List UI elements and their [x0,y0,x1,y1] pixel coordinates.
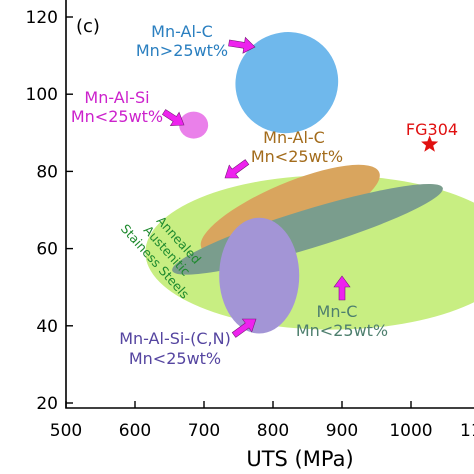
x-axis-title: UTS (MPa) [246,447,353,471]
arrow-mn-al-si [161,109,185,127]
label-mn-al-c-lt25-line2: Mn<25wt% [251,147,343,166]
panel-label: (c) [76,16,100,37]
arrow-mn-al-c-gt25 [228,36,256,54]
label-mn-al-c-gt25-line1: Mn-Al-C [151,22,213,41]
x-tick-label: 1000 [389,421,432,441]
y-tick-label: 20 [36,394,58,414]
label-mn-al-si-line2: Mn<25wt% [71,107,163,126]
label-mn-al-si-line1: Mn-Al-Si [84,88,149,107]
region-mn-al-si-lt25 [179,111,209,139]
region-mn-al-c-gt25 [235,32,339,134]
fg304-star-marker [421,135,439,152]
x-tick-label: 600 [119,421,151,441]
x-tick-label: 500 [50,421,82,441]
y-tick-label: 80 [36,162,58,182]
x-tick-label: 11 [460,421,474,441]
y-tick-label: 120 [26,8,58,28]
region-mn-al-si-cn-lt25 [219,217,300,334]
arrow-mn-al-c-lt25 [224,159,250,179]
x-tick-label: 700 [188,421,220,441]
arrow-mn-al-si-cn [231,318,257,338]
y-tick-label: 40 [36,317,58,337]
label-mn-c-line1: Mn-C [317,302,358,321]
label-mn-al-si-cn-line1: Mn-Al-Si-(C,N) [119,329,231,348]
label-fg304: FG304 [406,120,458,139]
y-tick-label: 60 [36,240,58,260]
label-mn-al-c-gt25-line2: Mn>25wt% [136,41,228,60]
label-mn-al-c-lt25-line1: Mn-Al-C [263,128,325,147]
x-tick-label: 800 [257,421,289,441]
x-tick-label: 900 [326,421,358,441]
label-mn-c-line2: Mn<25wt% [296,321,388,340]
y-tick-label: 100 [26,85,58,105]
arrow-mn-c [333,275,351,301]
label-mn-al-si-cn-line2: Mn<25wt% [129,349,221,368]
